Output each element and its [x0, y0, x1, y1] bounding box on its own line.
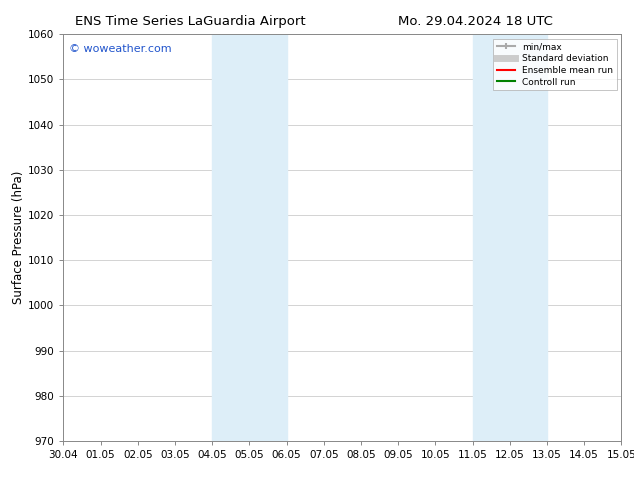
Bar	[212, 34, 287, 441]
Legend: min/max, Standard deviation, Ensemble mean run, Controll run: min/max, Standard deviation, Ensemble me…	[493, 39, 617, 90]
Text: ENS Time Series LaGuardia Airport: ENS Time Series LaGuardia Airport	[75, 15, 306, 28]
Bar	[472, 34, 547, 441]
Y-axis label: Surface Pressure (hPa): Surface Pressure (hPa)	[12, 171, 25, 304]
Text: © woweather.com: © woweather.com	[69, 45, 172, 54]
Text: Mo. 29.04.2024 18 UTC: Mo. 29.04.2024 18 UTC	[398, 15, 553, 28]
